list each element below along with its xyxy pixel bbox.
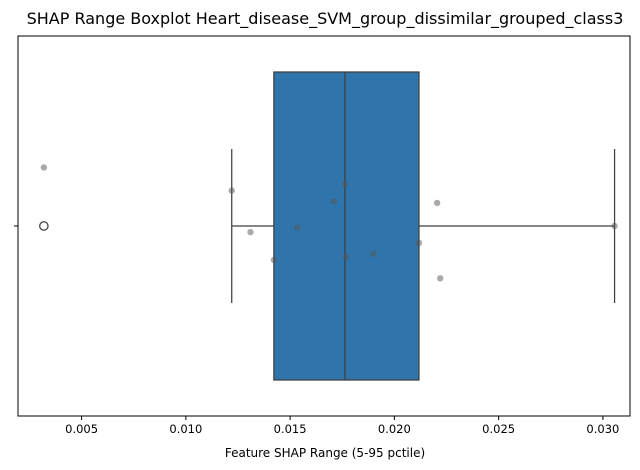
- data-point: [270, 256, 278, 264]
- chart-title: SHAP Range Boxplot Heart_disease_SVM_gro…: [27, 9, 624, 29]
- data-point: [342, 253, 350, 260]
- data-point: [437, 275, 444, 282]
- strip-points: [40, 164, 618, 282]
- x-tick-label: 0.020: [378, 422, 411, 436]
- x-axis: 0.005 0.010 0.015 0.020 0.025 0.030: [65, 416, 619, 436]
- x-axis-label: Feature SHAP Range (5-95 pctile): [225, 446, 425, 460]
- data-point: [370, 250, 377, 257]
- x-tick-label: 0.030: [586, 422, 619, 436]
- outlier-point: [39, 221, 49, 231]
- data-point: [341, 181, 349, 188]
- data-point: [40, 164, 48, 171]
- x-tick-label: 0.025: [482, 422, 515, 436]
- x-tick-label: 0.010: [169, 422, 202, 436]
- data-point: [294, 224, 301, 231]
- box-layer: [231, 71, 616, 381]
- data-point: [247, 228, 254, 236]
- data-point: [415, 239, 423, 247]
- flier-layer: [39, 221, 49, 231]
- data-point: [228, 187, 235, 194]
- data-point: [611, 222, 618, 230]
- plot-area: [17, 35, 631, 417]
- data-point: [330, 198, 338, 205]
- x-tick-label: 0.005: [65, 422, 98, 436]
- x-tick-label: 0.015: [274, 422, 307, 436]
- data-point: [433, 199, 441, 207]
